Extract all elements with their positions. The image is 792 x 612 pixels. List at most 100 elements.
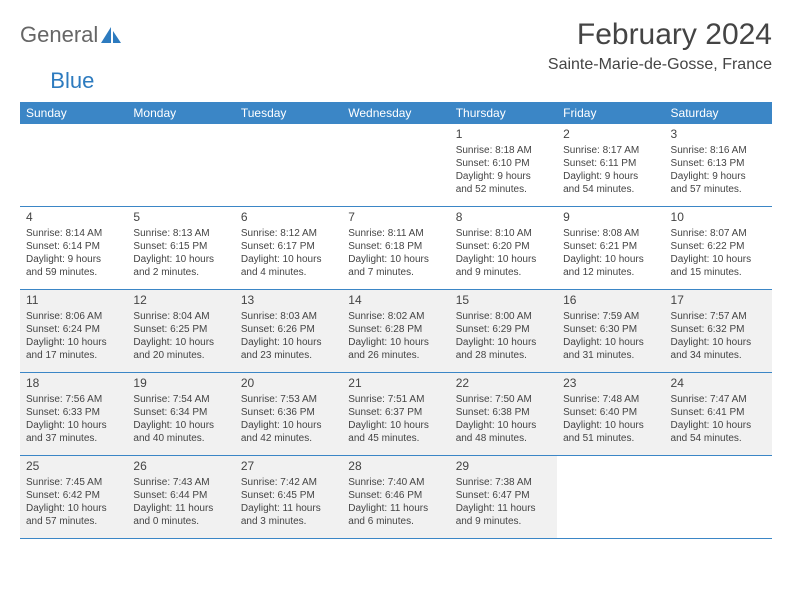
daylight-line-1: Daylight: 10 hours [563,253,658,266]
daylight-line-1: Daylight: 10 hours [241,253,336,266]
daylight-line-1: Daylight: 10 hours [563,336,658,349]
sunrise-line: Sunrise: 8:17 AM [563,144,658,157]
sunset-line: Sunset: 6:13 PM [671,157,766,170]
daylight-line-1: Daylight: 10 hours [133,419,228,432]
sunrise-line: Sunrise: 8:11 AM [348,227,443,240]
day-number: 22 [456,376,551,392]
sunrise-line: Sunrise: 8:08 AM [563,227,658,240]
daylight-line-1: Daylight: 10 hours [26,419,121,432]
day-number: 25 [26,459,121,475]
day-cell: 26Sunrise: 7:43 AMSunset: 6:44 PMDayligh… [127,456,234,538]
day-number: 1 [456,127,551,143]
daylight-line-1: Daylight: 10 hours [241,419,336,432]
day-number: 29 [456,459,551,475]
day-cell: 8Sunrise: 8:10 AMSunset: 6:20 PMDaylight… [450,207,557,289]
daylight-line-1: Daylight: 10 hours [133,253,228,266]
sunset-line: Sunset: 6:34 PM [133,406,228,419]
weekday-header: Thursday [450,102,557,124]
daylight-line-2: and 17 minutes. [26,349,121,362]
sunset-line: Sunset: 6:24 PM [26,323,121,336]
day-cell: 27Sunrise: 7:42 AMSunset: 6:45 PMDayligh… [235,456,342,538]
sunrise-line: Sunrise: 7:50 AM [456,393,551,406]
day-cell: 20Sunrise: 7:53 AMSunset: 6:36 PMDayligh… [235,373,342,455]
daylight-line-2: and 40 minutes. [133,432,228,445]
sunset-line: Sunset: 6:21 PM [563,240,658,253]
day-cell: 14Sunrise: 8:02 AMSunset: 6:28 PMDayligh… [342,290,449,372]
day-number: 26 [133,459,228,475]
day-cell [665,456,772,538]
daylight-line-2: and 20 minutes. [133,349,228,362]
daylight-line-1: Daylight: 10 hours [348,336,443,349]
daylight-line-1: Daylight: 10 hours [456,253,551,266]
daylight-line-2: and 42 minutes. [241,432,336,445]
day-cell: 6Sunrise: 8:12 AMSunset: 6:17 PMDaylight… [235,207,342,289]
sunset-line: Sunset: 6:45 PM [241,489,336,502]
daylight-line-1: Daylight: 10 hours [348,253,443,266]
sunrise-line: Sunrise: 7:40 AM [348,476,443,489]
daylight-line-1: Daylight: 10 hours [348,419,443,432]
day-number: 3 [671,127,766,143]
day-number: 10 [671,210,766,226]
logo-sail-icon [100,26,122,44]
daylight-line-1: Daylight: 11 hours [133,502,228,515]
day-cell [342,124,449,206]
sunset-line: Sunset: 6:11 PM [563,157,658,170]
weekday-header: Tuesday [235,102,342,124]
daylight-line-1: Daylight: 10 hours [133,336,228,349]
sunset-line: Sunset: 6:42 PM [26,489,121,502]
sunrise-line: Sunrise: 7:42 AM [241,476,336,489]
daylight-line-2: and 6 minutes. [348,515,443,528]
sunrise-line: Sunrise: 7:53 AM [241,393,336,406]
daylight-line-2: and 51 minutes. [563,432,658,445]
sunset-line: Sunset: 6:40 PM [563,406,658,419]
day-cell: 23Sunrise: 7:48 AMSunset: 6:40 PMDayligh… [557,373,664,455]
daylight-line-2: and 2 minutes. [133,266,228,279]
day-cell: 13Sunrise: 8:03 AMSunset: 6:26 PMDayligh… [235,290,342,372]
sunrise-line: Sunrise: 8:10 AM [456,227,551,240]
day-number: 13 [241,293,336,309]
weekday-header-row: SundayMondayTuesdayWednesdayThursdayFrid… [20,102,772,124]
weekday-header: Monday [127,102,234,124]
day-cell: 19Sunrise: 7:54 AMSunset: 6:34 PMDayligh… [127,373,234,455]
daylight-line-1: Daylight: 10 hours [671,253,766,266]
daylight-line-1: Daylight: 9 hours [671,170,766,183]
daylight-line-2: and 34 minutes. [671,349,766,362]
sunset-line: Sunset: 6:36 PM [241,406,336,419]
daylight-line-2: and 54 minutes. [671,432,766,445]
daylight-line-1: Daylight: 10 hours [26,336,121,349]
weekday-header: Friday [557,102,664,124]
sunset-line: Sunset: 6:14 PM [26,240,121,253]
daylight-line-2: and 37 minutes. [26,432,121,445]
daylight-line-2: and 57 minutes. [671,183,766,196]
daylight-line-1: Daylight: 9 hours [563,170,658,183]
daylight-line-1: Daylight: 10 hours [671,336,766,349]
sunset-line: Sunset: 6:37 PM [348,406,443,419]
sunset-line: Sunset: 6:44 PM [133,489,228,502]
day-cell: 10Sunrise: 8:07 AMSunset: 6:22 PMDayligh… [665,207,772,289]
sunset-line: Sunset: 6:20 PM [456,240,551,253]
sunrise-line: Sunrise: 8:13 AM [133,227,228,240]
day-cell: 29Sunrise: 7:38 AMSunset: 6:47 PMDayligh… [450,456,557,538]
daylight-line-2: and 59 minutes. [26,266,121,279]
calendar: SundayMondayTuesdayWednesdayThursdayFrid… [20,102,772,539]
daylight-line-2: and 52 minutes. [456,183,551,196]
daylight-line-2: and 4 minutes. [241,266,336,279]
day-cell: 18Sunrise: 7:56 AMSunset: 6:33 PMDayligh… [20,373,127,455]
day-number: 12 [133,293,228,309]
day-cell: 7Sunrise: 8:11 AMSunset: 6:18 PMDaylight… [342,207,449,289]
daylight-line-2: and 28 minutes. [456,349,551,362]
week-row: 18Sunrise: 7:56 AMSunset: 6:33 PMDayligh… [20,373,772,456]
daylight-line-2: and 48 minutes. [456,432,551,445]
sunrise-line: Sunrise: 8:00 AM [456,310,551,323]
day-number: 6 [241,210,336,226]
daylight-line-2: and 57 minutes. [26,515,121,528]
sunrise-line: Sunrise: 7:56 AM [26,393,121,406]
sunrise-line: Sunrise: 7:54 AM [133,393,228,406]
day-cell: 1Sunrise: 8:18 AMSunset: 6:10 PMDaylight… [450,124,557,206]
sunset-line: Sunset: 6:33 PM [26,406,121,419]
weekday-header: Wednesday [342,102,449,124]
day-number: 7 [348,210,443,226]
daylight-line-1: Daylight: 11 hours [241,502,336,515]
sunset-line: Sunset: 6:22 PM [671,240,766,253]
daylight-line-1: Daylight: 11 hours [348,502,443,515]
